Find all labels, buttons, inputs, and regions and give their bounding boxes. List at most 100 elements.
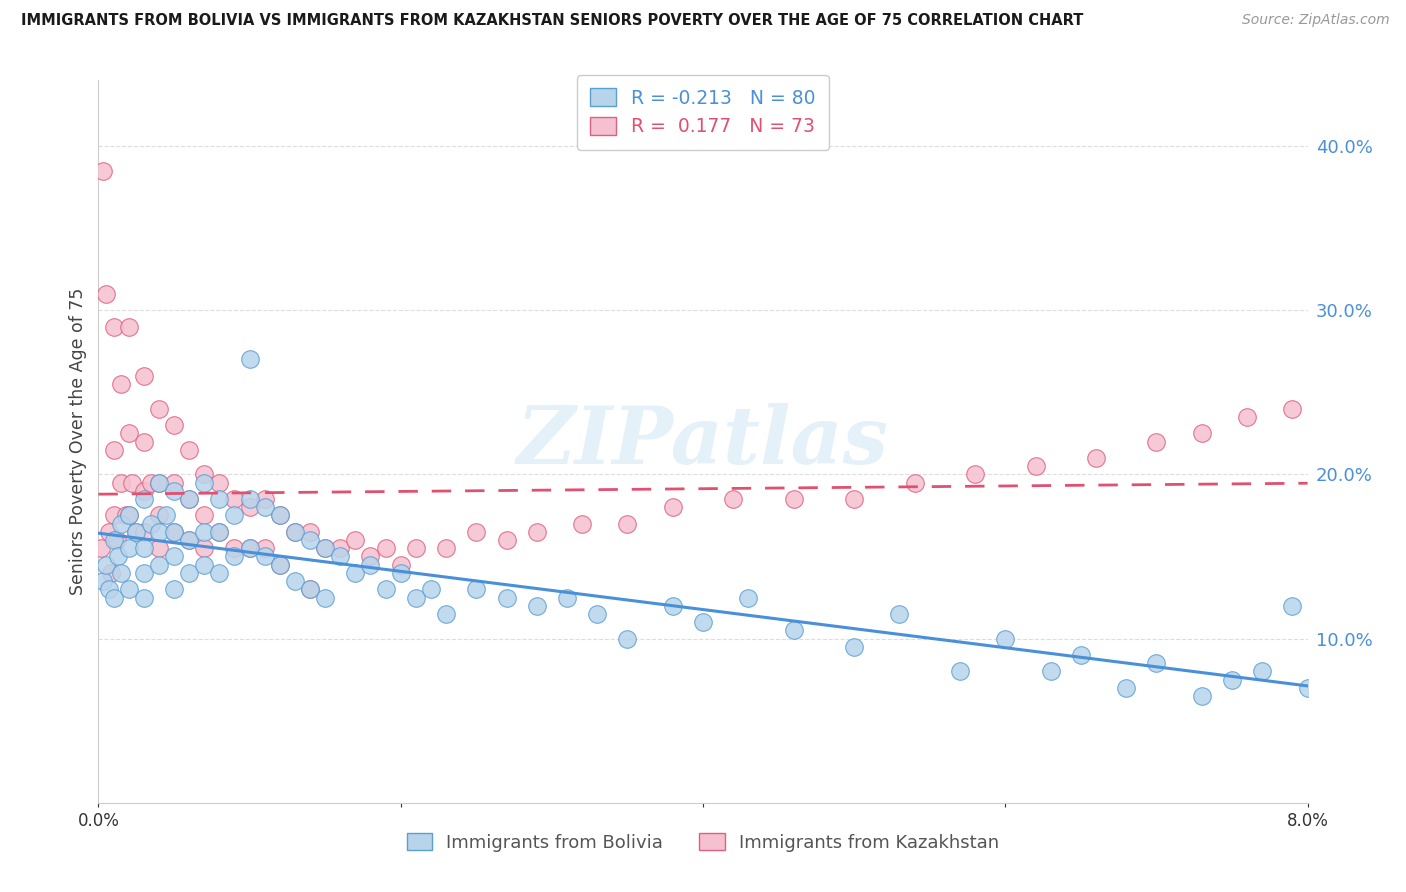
Point <box>269 508 291 523</box>
Point <box>239 500 262 515</box>
Point <box>1070 648 1092 662</box>
Point <box>405 591 427 605</box>
Point <box>526 599 548 613</box>
Text: IMMIGRANTS FROM BOLIVIA VS IMMIGRANTS FROM KAZAKHSTAN SENIORS POVERTY OVER THE A: IMMIGRANTS FROM BOLIVIA VS IMMIGRANTS FR… <box>21 13 1084 29</box>
Point <box>148 524 170 539</box>
Point <box>224 491 246 506</box>
Point <box>132 541 155 556</box>
Point <box>253 500 276 515</box>
Point <box>904 475 927 490</box>
Point <box>110 516 132 531</box>
Point <box>269 508 291 523</box>
Point <box>110 475 132 490</box>
Point <box>555 591 578 605</box>
Point <box>132 566 155 580</box>
Point <box>299 582 322 597</box>
Point <box>125 524 148 539</box>
Point <box>141 516 163 531</box>
Point <box>844 640 866 654</box>
Point <box>148 541 170 556</box>
Point <box>163 524 186 539</box>
Point <box>269 558 291 572</box>
Point <box>208 524 231 539</box>
Point <box>949 665 972 679</box>
Point <box>1146 434 1168 449</box>
Point <box>661 599 683 613</box>
Point <box>465 524 488 539</box>
Point <box>314 541 336 556</box>
Point <box>118 541 141 556</box>
Point <box>114 508 136 523</box>
Point <box>420 582 443 597</box>
Point <box>360 549 382 564</box>
Point <box>994 632 1017 646</box>
Point <box>193 541 215 556</box>
Point <box>91 163 114 178</box>
Point <box>179 491 201 506</box>
Point <box>132 483 155 498</box>
Point <box>163 483 186 498</box>
Point <box>208 491 231 506</box>
Point <box>284 524 307 539</box>
Point <box>965 467 987 482</box>
Point <box>284 574 307 588</box>
Point <box>389 566 412 580</box>
Point <box>586 607 609 621</box>
Point <box>179 491 201 506</box>
Point <box>661 500 683 515</box>
Y-axis label: Seniors Poverty Over the Age of 75: Seniors Poverty Over the Age of 75 <box>69 288 87 595</box>
Point <box>148 401 170 416</box>
Point <box>526 524 548 539</box>
Point <box>344 566 367 580</box>
Point <box>239 352 262 367</box>
Point <box>495 591 517 605</box>
Point <box>90 541 112 556</box>
Point <box>148 475 170 490</box>
Point <box>163 418 186 433</box>
Point <box>1251 665 1274 679</box>
Point <box>239 541 262 556</box>
Point <box>253 549 276 564</box>
Point <box>737 591 759 605</box>
Point <box>239 491 262 506</box>
Point <box>125 524 148 539</box>
Point <box>1236 409 1258 424</box>
Point <box>193 508 215 523</box>
Point <box>110 566 132 580</box>
Point <box>193 524 215 539</box>
Point <box>94 558 117 572</box>
Point <box>783 491 806 506</box>
Point <box>179 533 201 547</box>
Point <box>723 491 745 506</box>
Point <box>208 475 231 490</box>
Point <box>1296 681 1319 695</box>
Point <box>495 533 517 547</box>
Point <box>299 524 322 539</box>
Point <box>179 533 201 547</box>
Point <box>193 558 215 572</box>
Point <box>132 524 155 539</box>
Point <box>110 377 132 392</box>
Point <box>148 475 170 490</box>
Point <box>155 508 177 523</box>
Legend: Immigrants from Bolivia, Immigrants from Kazakhstan: Immigrants from Bolivia, Immigrants from… <box>399 826 1007 859</box>
Point <box>360 558 382 572</box>
Point <box>148 508 170 523</box>
Point <box>284 524 307 539</box>
Point <box>103 508 125 523</box>
Point <box>314 591 336 605</box>
Point <box>103 533 125 547</box>
Point <box>179 442 201 457</box>
Point <box>1039 665 1062 679</box>
Point <box>118 319 141 334</box>
Point <box>1115 681 1137 695</box>
Point <box>889 607 911 621</box>
Point <box>224 508 246 523</box>
Point <box>299 582 322 597</box>
Point <box>1281 599 1303 613</box>
Point <box>224 541 246 556</box>
Point <box>269 558 291 572</box>
Point <box>1085 450 1108 465</box>
Point <box>103 591 125 605</box>
Point <box>1191 689 1213 703</box>
